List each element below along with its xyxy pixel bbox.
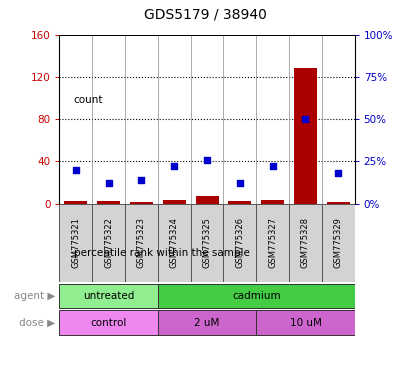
Point bbox=[105, 180, 112, 186]
Bar bbox=[59, 204, 92, 282]
Bar bbox=[321, 204, 354, 282]
Bar bbox=[195, 196, 218, 204]
Text: GSM775329: GSM775329 bbox=[333, 217, 342, 268]
Bar bbox=[157, 310, 256, 334]
Text: GSM775326: GSM775326 bbox=[235, 217, 244, 268]
Bar bbox=[92, 204, 125, 282]
Bar bbox=[130, 202, 153, 204]
Bar bbox=[256, 204, 288, 282]
Text: GSM775322: GSM775322 bbox=[104, 217, 113, 268]
Bar bbox=[223, 204, 256, 282]
Point bbox=[334, 170, 341, 176]
Text: 10 uM: 10 uM bbox=[289, 318, 321, 328]
Text: count: count bbox=[74, 95, 103, 105]
Text: agent ▶: agent ▶ bbox=[14, 291, 55, 301]
Bar bbox=[190, 204, 223, 282]
Bar bbox=[59, 310, 157, 334]
Point bbox=[72, 167, 79, 173]
Bar bbox=[59, 283, 157, 308]
Text: dose ▶: dose ▶ bbox=[19, 318, 55, 328]
Text: GDS5179 / 38940: GDS5179 / 38940 bbox=[143, 7, 266, 21]
Text: 2 uM: 2 uM bbox=[194, 318, 219, 328]
Bar bbox=[59, 38, 70, 161]
Bar bbox=[157, 204, 190, 282]
Text: GSM775327: GSM775327 bbox=[267, 217, 276, 268]
Bar bbox=[288, 204, 321, 282]
Text: GSM775328: GSM775328 bbox=[300, 217, 309, 268]
Point bbox=[203, 157, 210, 163]
Text: control: control bbox=[90, 318, 126, 328]
Text: GSM775325: GSM775325 bbox=[202, 217, 211, 268]
Text: cadmium: cadmium bbox=[231, 291, 280, 301]
Text: GSM775323: GSM775323 bbox=[137, 217, 146, 268]
Point bbox=[269, 163, 275, 169]
Bar bbox=[157, 283, 354, 308]
Point bbox=[171, 163, 177, 169]
Point bbox=[301, 116, 308, 122]
Bar bbox=[97, 202, 120, 204]
Bar bbox=[64, 202, 87, 204]
Bar bbox=[228, 202, 251, 204]
Bar bbox=[256, 310, 354, 334]
Bar bbox=[326, 202, 349, 204]
Text: percentile rank within the sample: percentile rank within the sample bbox=[74, 248, 249, 258]
Text: GSM775324: GSM775324 bbox=[169, 217, 178, 268]
Bar bbox=[261, 200, 283, 204]
Bar bbox=[293, 68, 316, 204]
Point bbox=[138, 177, 144, 183]
Text: untreated: untreated bbox=[83, 291, 134, 301]
Text: GSM775321: GSM775321 bbox=[71, 217, 80, 268]
Point bbox=[236, 180, 243, 186]
Bar bbox=[59, 192, 70, 315]
Bar bbox=[162, 200, 185, 204]
Bar bbox=[125, 204, 157, 282]
